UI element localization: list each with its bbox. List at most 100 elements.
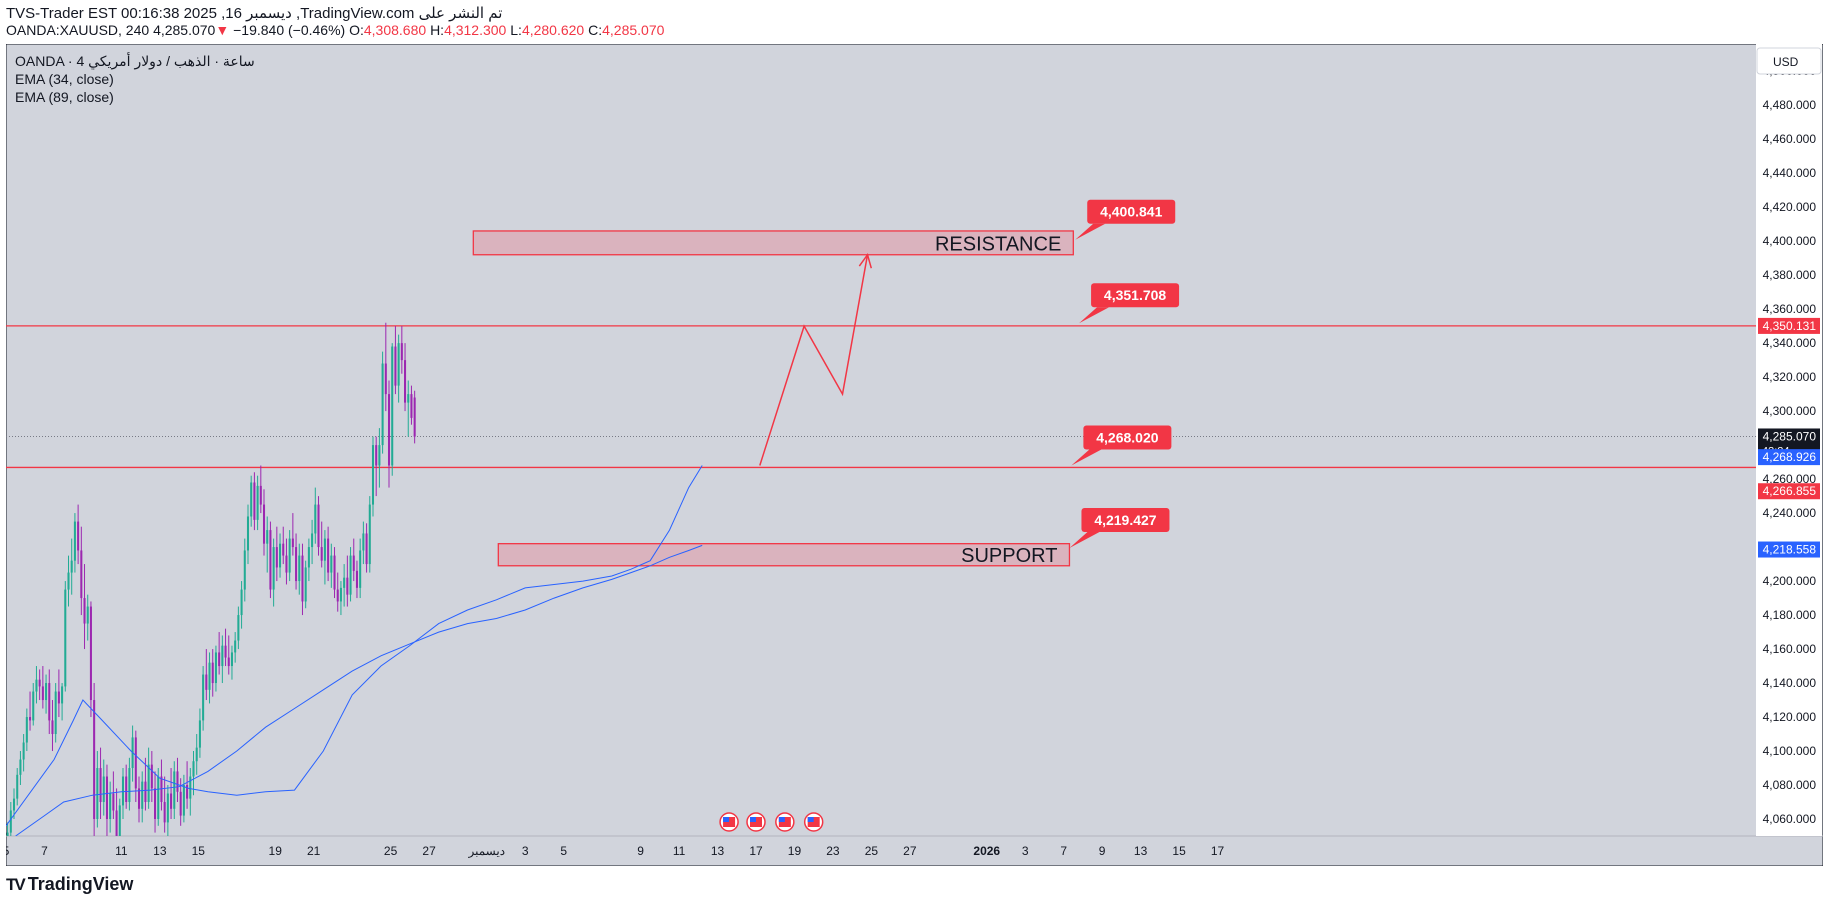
- candle[interactable]: [266, 516, 269, 573]
- candle[interactable]: [272, 538, 275, 607]
- candle[interactable]: [407, 380, 410, 437]
- candle[interactable]: [6, 822, 9, 853]
- candle[interactable]: [61, 683, 64, 721]
- candle[interactable]: [144, 757, 147, 811]
- candle[interactable]: [394, 326, 397, 395]
- candle[interactable]: [186, 761, 189, 809]
- candle[interactable]: [35, 666, 38, 704]
- candle[interactable]: [227, 635, 230, 675]
- candle[interactable]: [170, 768, 173, 820]
- candle[interactable]: [327, 526, 330, 582]
- candle[interactable]: [57, 669, 60, 718]
- candle[interactable]: [365, 523, 368, 573]
- candle[interactable]: [157, 768, 160, 826]
- candle[interactable]: [112, 771, 115, 820]
- candle[interactable]: [240, 581, 243, 629]
- candle[interactable]: [391, 343, 394, 476]
- candle[interactable]: [198, 708, 201, 758]
- candle[interactable]: [128, 757, 131, 811]
- candle[interactable]: [317, 496, 320, 556]
- candle[interactable]: [375, 436, 378, 497]
- candle[interactable]: [147, 747, 150, 809]
- candle[interactable]: [64, 581, 67, 692]
- candle[interactable]: [134, 730, 137, 803]
- projection-path[interactable]: [759, 254, 869, 466]
- candle[interactable]: [211, 649, 214, 697]
- candle[interactable]: [314, 487, 317, 544]
- candle[interactable]: [67, 555, 70, 607]
- candle[interactable]: [86, 594, 89, 641]
- price-callout[interactable]: 4,219.427: [1069, 508, 1170, 549]
- candle[interactable]: [269, 521, 272, 599]
- candle[interactable]: [19, 751, 22, 786]
- candle[interactable]: [48, 669, 51, 735]
- economic-event-flag-icon[interactable]: [719, 812, 739, 832]
- candle[interactable]: [381, 351, 384, 454]
- price-chart[interactable]: RESISTANCE SUPPORT 4,400.841 4,351.708 4,26…: [6, 44, 1823, 866]
- candle[interactable]: [387, 380, 391, 488]
- candle[interactable]: [25, 708, 28, 752]
- candle[interactable]: [189, 768, 192, 816]
- candle[interactable]: [301, 543, 304, 616]
- candle[interactable]: [150, 751, 153, 803]
- candle[interactable]: [304, 560, 307, 609]
- economic-event-flag-icon[interactable]: [746, 812, 766, 832]
- candle[interactable]: [352, 538, 355, 582]
- candle[interactable]: [250, 475, 253, 527]
- candle[interactable]: [246, 504, 250, 565]
- candle[interactable]: [282, 526, 285, 565]
- candle[interactable]: [38, 669, 41, 701]
- candle[interactable]: [22, 734, 25, 772]
- candle[interactable]: [137, 776, 141, 823]
- candle[interactable]: [256, 475, 259, 531]
- price-callout[interactable]: 4,268.020: [1071, 425, 1172, 466]
- candle[interactable]: [288, 530, 291, 582]
- ema-34-line[interactable]: [6, 465, 703, 827]
- candle[interactable]: [163, 776, 166, 833]
- candle[interactable]: [208, 652, 211, 704]
- candle[interactable]: [77, 504, 80, 565]
- currency-label[interactable]: USD: [1773, 55, 1799, 69]
- candle[interactable]: [362, 521, 365, 565]
- candle[interactable]: [384, 322, 387, 412]
- candle[interactable]: [45, 674, 48, 714]
- candle[interactable]: [80, 526, 83, 616]
- economic-event-flag-icon[interactable]: [775, 812, 795, 832]
- plot-area[interactable]: RESISTANCE SUPPORT: [6, 230, 1756, 853]
- candle[interactable]: [413, 390, 416, 444]
- candle[interactable]: [105, 764, 108, 836]
- legend-ema-34[interactable]: EMA (34, close): [15, 71, 114, 87]
- candle[interactable]: [118, 798, 121, 845]
- candle[interactable]: [224, 628, 227, 667]
- candle[interactable]: [400, 326, 403, 374]
- candle[interactable]: [154, 771, 157, 833]
- candle[interactable]: [41, 666, 44, 709]
- candle[interactable]: [311, 519, 314, 565]
- candle[interactable]: [378, 428, 381, 488]
- candle[interactable]: [349, 547, 352, 602]
- candle[interactable]: [291, 513, 294, 556]
- candle[interactable]: [99, 747, 102, 820]
- candle[interactable]: [371, 436, 375, 517]
- candle[interactable]: [166, 785, 169, 836]
- resistance-zone[interactable]: [472, 230, 1074, 256]
- ema-89-line[interactable]: [15, 544, 703, 836]
- candle[interactable]: [115, 788, 118, 853]
- candle[interactable]: [339, 581, 342, 616]
- candle[interactable]: [410, 385, 413, 425]
- candle[interactable]: [9, 802, 12, 839]
- candle[interactable]: [323, 530, 326, 585]
- candle[interactable]: [404, 343, 407, 412]
- candle[interactable]: [32, 683, 35, 726]
- candle[interactable]: [83, 564, 86, 650]
- candle[interactable]: [214, 645, 217, 692]
- candle[interactable]: [70, 538, 73, 595]
- candle[interactable]: [275, 526, 278, 582]
- candle[interactable]: [192, 751, 195, 796]
- candle[interactable]: [176, 757, 179, 803]
- legend-ema-89[interactable]: EMA (89, close): [15, 89, 114, 105]
- candle[interactable]: [29, 691, 32, 731]
- candle[interactable]: [218, 632, 221, 675]
- candle[interactable]: [102, 759, 105, 816]
- candle[interactable]: [397, 334, 400, 403]
